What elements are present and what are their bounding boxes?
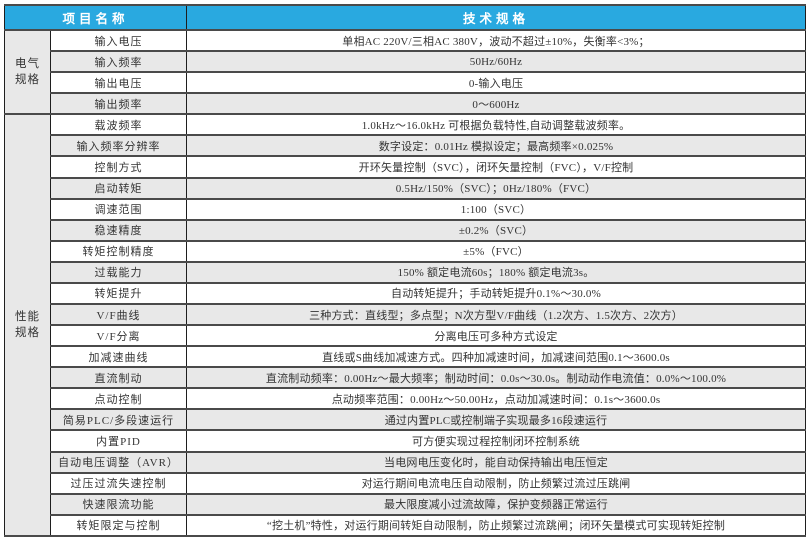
item-name-cell: 过压过流失速控制 — [49, 471, 188, 495]
table-row: 输入频率 50Hz/60Hz — [5, 50, 806, 74]
spec-value-cell: 0.5Hz/150%（SVC）；0Hz/180%（FVC） — [186, 176, 806, 200]
item-name-cell: 输入电压 — [49, 28, 188, 53]
table-row: 性能 规格 载波频率 1.0kHz～16.0kHz 可根据负载特性,自动调整载波频率。 — [4, 113, 806, 537]
table-row: 直流制动 直流制动频率：0.00Hz～最大频率；制动时间：0.0s～30.0s。制… — [5, 366, 806, 390]
table-row: 稳速精度 ±0.2%（SVC） — [5, 218, 806, 242]
item-name-cell: 转矩控制精度 — [49, 239, 188, 263]
item-name-cell: 转矩提升 — [49, 281, 188, 306]
table-row: 过压过流失速控制 对运行期间电流电压自动限制，防止频繁过流过压跳闸 — [5, 471, 806, 495]
item-name-cell: 内置PID — [49, 429, 188, 453]
item-name-cell: V/F分离 — [49, 324, 188, 348]
table-row: 输出频率 0～600Hz — [5, 92, 806, 116]
item-name-cell: 直流制动 — [49, 366, 188, 390]
table-row: 转矩限定与控制 “挖土机”特性，对运行期间转矩自动限制，防止频繁过流跳闸；闭环矢量… — [5, 513, 806, 538]
table-row: 内置PID 可方便实现过程控制闭环控制系统 — [5, 429, 806, 453]
item-name-cell: 点动控制 — [49, 387, 188, 411]
group-label-line: 性能 — [15, 311, 40, 324]
spec-value-cell: 点动频率范围：0.00Hz～50.00Hz，点动加减速时间：0.1s～3600.… — [186, 387, 806, 411]
item-name-cell: 输入频率 — [49, 50, 188, 74]
item-name-cell: 调速范围 — [49, 197, 188, 221]
table-row: 控制方式 开环矢量控制（SVC），闭环矢量控制（FVC），V/F控制 — [5, 155, 806, 179]
spec-value-cell: 开环矢量控制（SVC），闭环矢量控制（FVC），V/F控制 — [186, 155, 806, 179]
spec-value-cell: ±0.2%（SVC） — [186, 218, 806, 242]
spec-value-cell: 直流制动频率：0.00Hz～最大频率；制动时间：0.0s～30.0s。制动动作电… — [186, 366, 806, 390]
header-item-name: 项目名称 — [3, 4, 188, 31]
spec-value-cell: 分离电压可多种方式设定 — [186, 324, 806, 348]
group-label-line: 规格 — [15, 327, 40, 340]
spec-value-cell: 50Hz/60Hz — [186, 50, 806, 74]
table-row: V/F曲线 三种方式：直线型；多点型；N次方型V/F曲线（1.2次方、1.5次方、… — [5, 303, 806, 327]
group-label-line: 电气 — [15, 58, 40, 71]
item-name-cell: 输入频率分辨率 — [49, 134, 188, 158]
spec-value-cell: ±5%（FVC） — [186, 239, 806, 263]
group-label-performance: 性能 规格 — [4, 113, 51, 537]
spec-value-cell: 通过内置PLC或控制端子实现最多16段速运行 — [186, 408, 806, 432]
item-name-cell: 加减速曲线 — [49, 345, 188, 369]
table-row: 过载能力 150% 额定电流60s；180% 额定电流3s。 — [5, 260, 806, 284]
table-row: 点动控制 点动频率范围：0.00Hz～50.00Hz，点动加减速时间：0.1s～3… — [5, 387, 806, 411]
table-row: 调速范围 1:100（SVC） — [5, 197, 806, 221]
spec-value-cell: 0-输入电压 — [186, 71, 806, 95]
group-label-line: 规格 — [15, 74, 40, 87]
table-row: 自动电压调整（AVR） 当电网电压变化时，能自动保持输出电压恒定 — [5, 450, 806, 474]
spec-value-cell: 数字设定：0.01Hz 模拟设定；最高频率×0.025% — [186, 134, 806, 158]
header-row: 项目名称 技术规格 — [3, 4, 806, 31]
table-row: 简易PLC/多段速运行 通过内置PLC或控制端子实现最多16段速运行 — [5, 408, 806, 432]
table-row: 转矩提升 自动转矩提升；手动转矩提升0.1%～30.0% — [5, 281, 806, 306]
table-body: 电气 规格 输入电压 单相AC 220V/三相AC 380V，波动不超过±10%，失衡… — [4, 28, 806, 538]
spec-table: 项目名称 技术规格 电气 规格 输入电压 单相AC 220V/三相AC 380V，波动… — [3, 4, 806, 538]
table-row: 输入频率分辨率 数字设定：0.01Hz 模拟设定；最高频率×0.025% — [5, 134, 806, 158]
table-row: 输出电压 0-输入电压 — [5, 71, 806, 95]
item-name-cell: 自动电压调整（AVR） — [49, 450, 188, 474]
spec-value-cell: 1:100（SVC） — [186, 197, 806, 221]
item-name-cell: 启动转矩 — [49, 176, 188, 200]
table-header: 项目名称 技术规格 — [3, 4, 806, 31]
spec-value-cell: 1.0kHz～16.0kHz 可根据负载特性,自动调整载波频率。 — [186, 113, 806, 137]
spec-value-cell: 单相AC 220V/三相AC 380V，波动不超过±10%，失衡率<3%； — [186, 28, 806, 53]
spec-value-cell: 150% 额定电流60s；180% 额定电流3s。 — [186, 260, 806, 284]
spec-value-cell: 自动转矩提升；手动转矩提升0.1%～30.0% — [186, 281, 806, 306]
table-row: 转矩控制精度 ±5%（FVC） — [5, 239, 806, 263]
table-row: V/F分离 分离电压可多种方式设定 — [5, 324, 806, 348]
item-name-cell: 过载能力 — [49, 260, 188, 284]
group-label-electrical: 电气 规格 — [4, 28, 51, 116]
spec-value-cell: “挖土机”特性，对运行期间转矩自动限制，防止频繁过流跳闸；闭环矢量模式可实现转矩… — [186, 513, 806, 538]
table-row: 加减速曲线 直线或S曲线加减速方式。四种加减速时间，加减速间范围0.1～3600.… — [5, 345, 806, 369]
item-name-cell: 快速限流功能 — [49, 492, 188, 516]
spec-value-cell: 最大限度减小过流故障，保护变频器正常运行 — [186, 492, 806, 516]
item-name-cell: 控制方式 — [49, 155, 188, 179]
header-tech-spec: 技术规格 — [186, 4, 806, 31]
item-name-cell: 载波频率 — [49, 113, 188, 137]
table-row: 启动转矩 0.5Hz/150%（SVC）；0Hz/180%（FVC） — [5, 176, 806, 200]
table-row: 快速限流功能 最大限度减小过流故障，保护变频器正常运行 — [5, 492, 806, 516]
spec-value-cell: 对运行期间电流电压自动限制，防止频繁过流过压跳闸 — [186, 471, 806, 495]
spec-value-cell: 直线或S曲线加减速方式。四种加减速时间，加减速间范围0.1～3600.0s — [186, 345, 806, 369]
item-name-cell: 简易PLC/多段速运行 — [49, 408, 188, 432]
item-name-cell: 输出电压 — [49, 71, 188, 95]
spec-table-container: 项目名称 技术规格 电气 规格 输入电压 单相AC 220V/三相AC 380V，波动… — [3, 4, 806, 538]
spec-value-cell: 三种方式：直线型；多点型；N次方型V/F曲线（1.2次方、1.5次方、2次方） — [186, 303, 806, 327]
spec-value-cell: 0～600Hz — [186, 92, 806, 116]
spec-value-cell: 可方便实现过程控制闭环控制系统 — [186, 429, 806, 453]
item-name-cell: 转矩限定与控制 — [49, 513, 188, 538]
item-name-cell: 输出频率 — [49, 92, 188, 116]
item-name-cell: 稳速精度 — [49, 218, 188, 242]
spec-value-cell: 当电网电压变化时，能自动保持输出电压恒定 — [186, 450, 806, 474]
table-row: 电气 规格 输入电压 单相AC 220V/三相AC 380V，波动不超过±10%，失衡… — [4, 28, 806, 116]
item-name-cell: V/F曲线 — [49, 303, 188, 327]
